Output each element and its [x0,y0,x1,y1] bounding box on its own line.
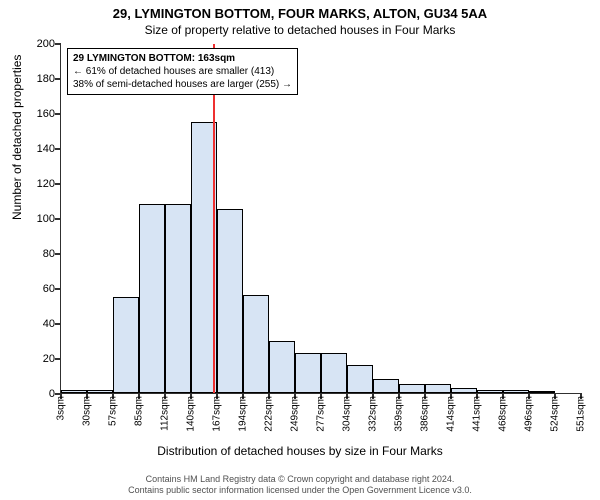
annotation-line1: 29 LYMINGTON BOTTOM: 163sqm [73,52,292,65]
footer-line2: Contains public sector information licen… [0,485,600,496]
ytick-mark [55,253,61,255]
footer-line1: Contains HM Land Registry data © Crown c… [0,474,600,485]
ytick-mark [55,183,61,185]
plot-area: 0204060801001201401601802003sqm30sqm57sq… [60,44,580,394]
xtick-label: 441sqm [472,396,483,432]
xtick-label: 222sqm [264,396,275,432]
annotation-line3: 38% of semi-detached houses are larger (… [73,78,292,91]
histogram-bar [217,209,243,393]
chart-title-line1: 29, LYMINGTON BOTTOM, FOUR MARKS, ALTON,… [0,0,600,21]
xtick-label: 30sqm [82,396,93,426]
xtick-label: 112sqm [160,396,171,431]
y-axis-label: Number of detached properties [10,55,24,220]
histogram-bar [113,297,139,393]
ytick-label: 80 [23,248,55,260]
histogram-bar [139,204,165,393]
histogram-bar [477,390,503,394]
ytick-label: 160 [23,108,55,120]
xtick-label: 496sqm [524,396,535,432]
chart-region: 0204060801001201401601802003sqm30sqm57sq… [60,44,580,394]
ytick-mark [55,148,61,150]
histogram-bar [243,295,269,393]
xtick-label: 85sqm [134,396,145,426]
histogram-bar [321,353,347,393]
histogram-bar [373,379,399,393]
ytick-label: 40 [23,318,55,330]
ytick-mark [55,218,61,220]
xtick-label: 414sqm [446,396,457,432]
annotation-box: 29 LYMINGTON BOTTOM: 163sqm← 61% of deta… [67,48,298,95]
chart-container: 29, LYMINGTON BOTTOM, FOUR MARKS, ALTON,… [0,0,600,500]
xtick-label: 167sqm [212,396,223,432]
histogram-bar [295,353,321,393]
xtick-label: 524sqm [550,396,561,432]
ytick-mark [55,323,61,325]
xtick-label: 3sqm [56,396,67,420]
xtick-label: 551sqm [576,396,587,432]
histogram-bar [87,390,113,394]
annotation-line2: ← 61% of detached houses are smaller (41… [73,65,292,78]
ytick-mark [55,358,61,360]
histogram-bar [503,390,529,394]
ytick-label: 180 [23,73,55,85]
ytick-mark [55,288,61,290]
histogram-bar [269,341,295,394]
ytick-label: 120 [23,178,55,190]
xtick-label: 386sqm [420,396,431,432]
xtick-label: 359sqm [394,396,405,432]
xtick-label: 194sqm [238,396,249,432]
histogram-bar [529,391,555,393]
ytick-label: 100 [23,213,55,225]
xtick-label: 249sqm [290,396,301,432]
ytick-label: 140 [23,143,55,155]
ytick-label: 200 [23,38,55,50]
ytick-mark [55,113,61,115]
histogram-bar [451,388,477,393]
histogram-bar [347,365,373,393]
ytick-label: 60 [23,283,55,295]
ytick-label: 20 [23,353,55,365]
xtick-label: 468sqm [498,396,509,432]
histogram-bar [61,390,87,394]
xtick-label: 332sqm [368,396,379,432]
x-axis-label: Distribution of detached houses by size … [0,444,600,458]
xtick-label: 277sqm [316,396,327,432]
histogram-bar [165,204,191,393]
xtick-label: 304sqm [342,396,353,432]
chart-title-line2: Size of property relative to detached ho… [0,21,600,37]
ytick-mark [55,78,61,80]
ytick-mark [55,43,61,45]
reference-line [213,44,215,393]
xtick-label: 140sqm [186,396,197,432]
histogram-bar [425,384,451,393]
xtick-label: 57sqm [108,396,119,426]
footer-attribution: Contains HM Land Registry data © Crown c… [0,474,600,497]
ytick-label: 0 [23,388,55,400]
histogram-bar [399,384,425,393]
